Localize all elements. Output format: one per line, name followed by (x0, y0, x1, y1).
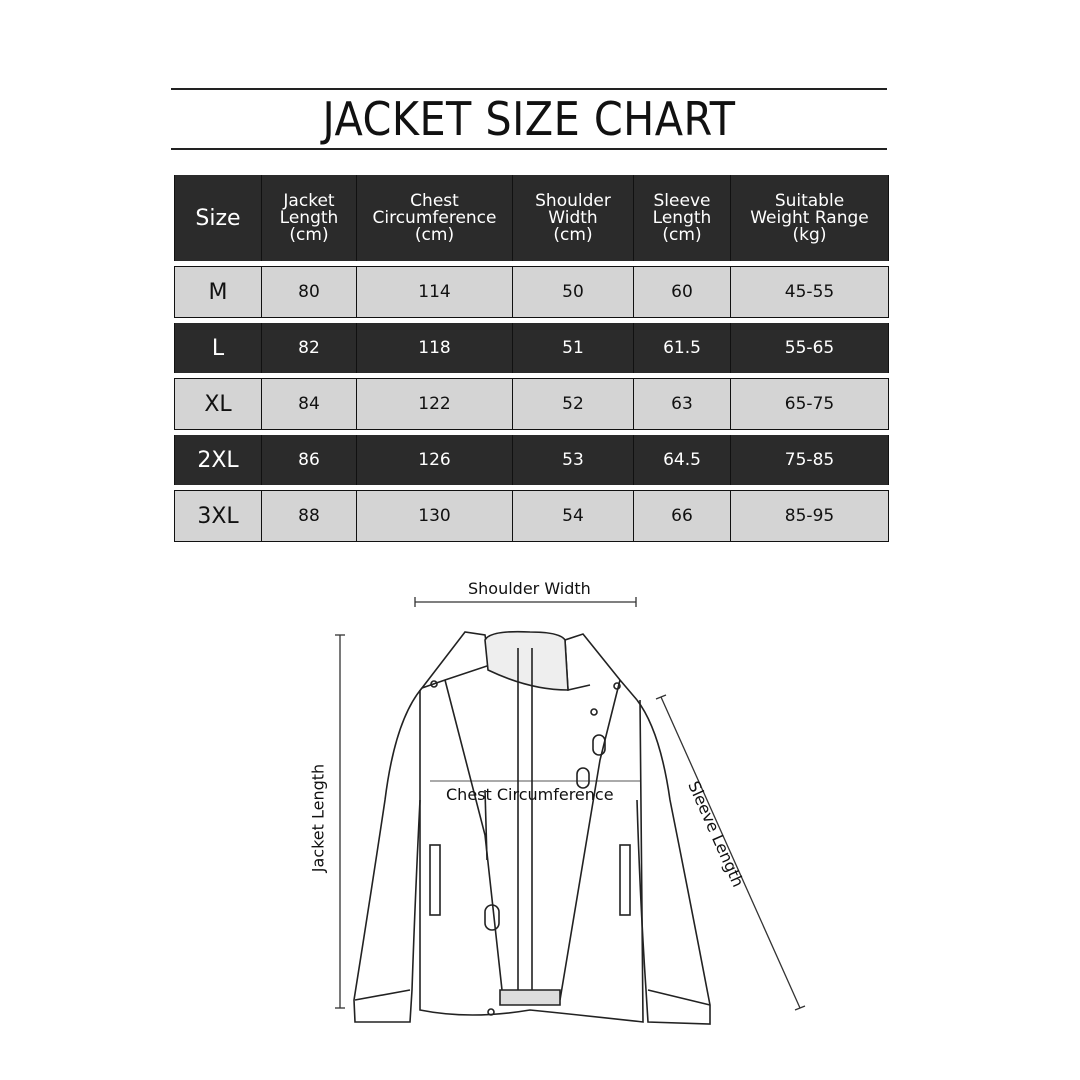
table-row: 3XL 88 130 54 66 85-95 (174, 490, 889, 542)
value-cell: 75-85 (730, 435, 889, 485)
column-header-line: Circumference (372, 207, 497, 228)
value-cell: 51 (512, 323, 634, 373)
value-cell: 85-95 (730, 490, 889, 542)
value-cell: 118 (356, 323, 513, 373)
table-row: XL 84 122 52 63 65-75 (174, 378, 889, 430)
value-cell: 86 (261, 435, 357, 485)
size-cell: XL (174, 378, 262, 430)
table-row: 2XL 86 126 53 64.5 75-85 (174, 435, 889, 485)
column-header: Suitable Weight Range (kg) (730, 175, 889, 261)
value-cell: 122 (356, 378, 513, 430)
value-cell: 55-65 (730, 323, 889, 373)
page-title: JACKET SIZE CHART (322, 92, 736, 146)
value-cell: 84 (261, 378, 357, 430)
column-header-line: Shoulder (535, 190, 611, 211)
value-cell: 60 (633, 266, 731, 318)
table-row: L 82 118 51 61.5 55-65 (174, 323, 889, 373)
value-cell: 64.5 (633, 435, 731, 485)
column-header-line: Chest (410, 190, 459, 211)
column-header-line: Width (548, 207, 598, 228)
table-row: M 80 114 50 60 45-55 (174, 266, 889, 318)
column-header-line: Length (279, 207, 339, 228)
column-header-line: (cm) (289, 224, 329, 245)
value-cell: 130 (356, 490, 513, 542)
column-header-line: (cm) (553, 224, 593, 245)
column-header: Jacket Length (cm) (261, 175, 357, 261)
column-header-line: (kg) (792, 224, 827, 245)
sleeve-length-line (660, 696, 801, 1009)
shoulder-width-label: Shoulder Width (468, 579, 591, 598)
row-gap (174, 485, 889, 491)
row-gap (174, 373, 889, 379)
value-cell: 88 (261, 490, 357, 542)
value-cell: 54 (512, 490, 634, 542)
column-header-line: Jacket (283, 190, 335, 211)
value-cell: 126 (356, 435, 513, 485)
column-header: Sleeve Length (cm) (633, 175, 731, 261)
value-cell: 80 (261, 266, 357, 318)
value-cell: 82 (261, 323, 357, 373)
jacket-outline (353, 630, 711, 1025)
row-gap (174, 261, 889, 267)
column-header-line: Suitable (774, 190, 845, 211)
value-cell: 53 (512, 435, 634, 485)
size-cell: L (174, 323, 262, 373)
column-header-line: Weight Range (750, 207, 869, 228)
table-header: Size Jacket Length (cm) Chest Circumference (c… (174, 175, 889, 261)
value-cell: 45-55 (730, 266, 889, 318)
column-header: Chest Circumference (cm) (356, 175, 513, 261)
title-rule-bottom (171, 148, 887, 150)
value-cell: 50 (512, 266, 634, 318)
value-cell: 66 (633, 490, 731, 542)
chest-circumference-label: Chest Circumference (446, 785, 614, 804)
size-table: Size Jacket Length (cm) Chest Circumference (c… (174, 175, 889, 542)
size-cell: 3XL (174, 490, 262, 542)
value-cell: 65-75 (730, 378, 889, 430)
column-header-line: Size (195, 205, 241, 231)
column-header: Size (174, 175, 262, 261)
column-header: Shoulder Width (cm) (512, 175, 634, 261)
value-cell: 63 (633, 378, 731, 430)
column-header-line: (cm) (414, 224, 455, 245)
jacket-length-label: Jacket Length (308, 763, 328, 873)
row-gap (174, 429, 889, 435)
column-header-line: Length (652, 207, 712, 228)
size-cell: M (174, 266, 262, 318)
value-cell: 52 (512, 378, 634, 430)
column-header-line: Sleeve (653, 190, 711, 211)
row-gap (174, 317, 889, 323)
value-cell: 114 (356, 266, 513, 318)
column-header-line: (cm) (662, 224, 702, 245)
title-rule-top (171, 88, 887, 90)
